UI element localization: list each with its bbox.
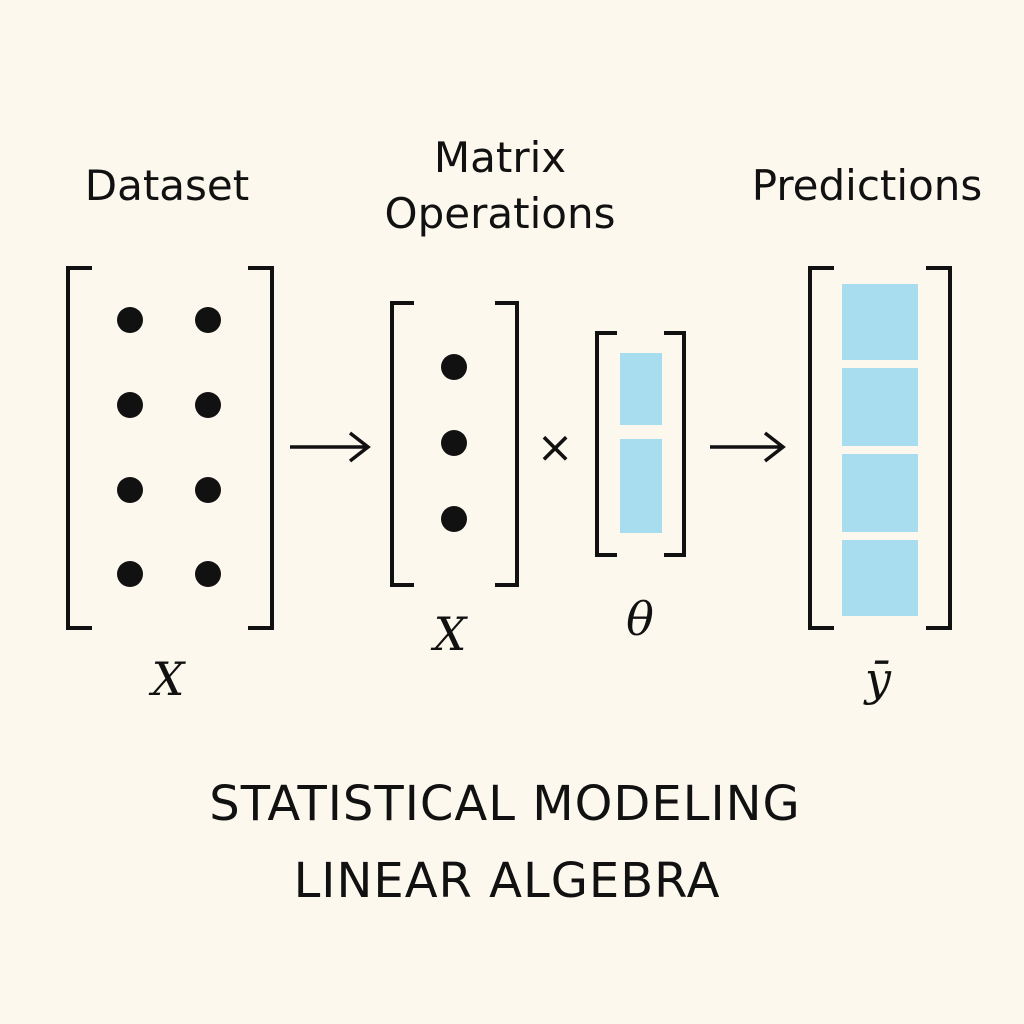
heading: Predictions xyxy=(752,161,983,210)
heading: Dataset xyxy=(85,161,249,210)
symbol: θ xyxy=(626,592,654,646)
symbol: ȳ xyxy=(863,652,892,706)
heading: Matrix xyxy=(434,133,566,182)
arrow xyxy=(290,431,371,463)
dataset-matrix xyxy=(66,266,274,630)
operator: × xyxy=(537,422,574,473)
heading: Operations xyxy=(385,189,616,238)
symbol: X xyxy=(431,607,469,661)
footer-title: STATISTICAL MODELING xyxy=(209,776,800,832)
operation-matrix xyxy=(390,301,519,587)
prediction-vector xyxy=(808,266,952,630)
arrow xyxy=(710,431,786,463)
symbol: X xyxy=(149,652,187,706)
parameter-vector xyxy=(595,331,686,557)
footer-subtitle: LINEAR ALGEBRA xyxy=(294,853,721,909)
